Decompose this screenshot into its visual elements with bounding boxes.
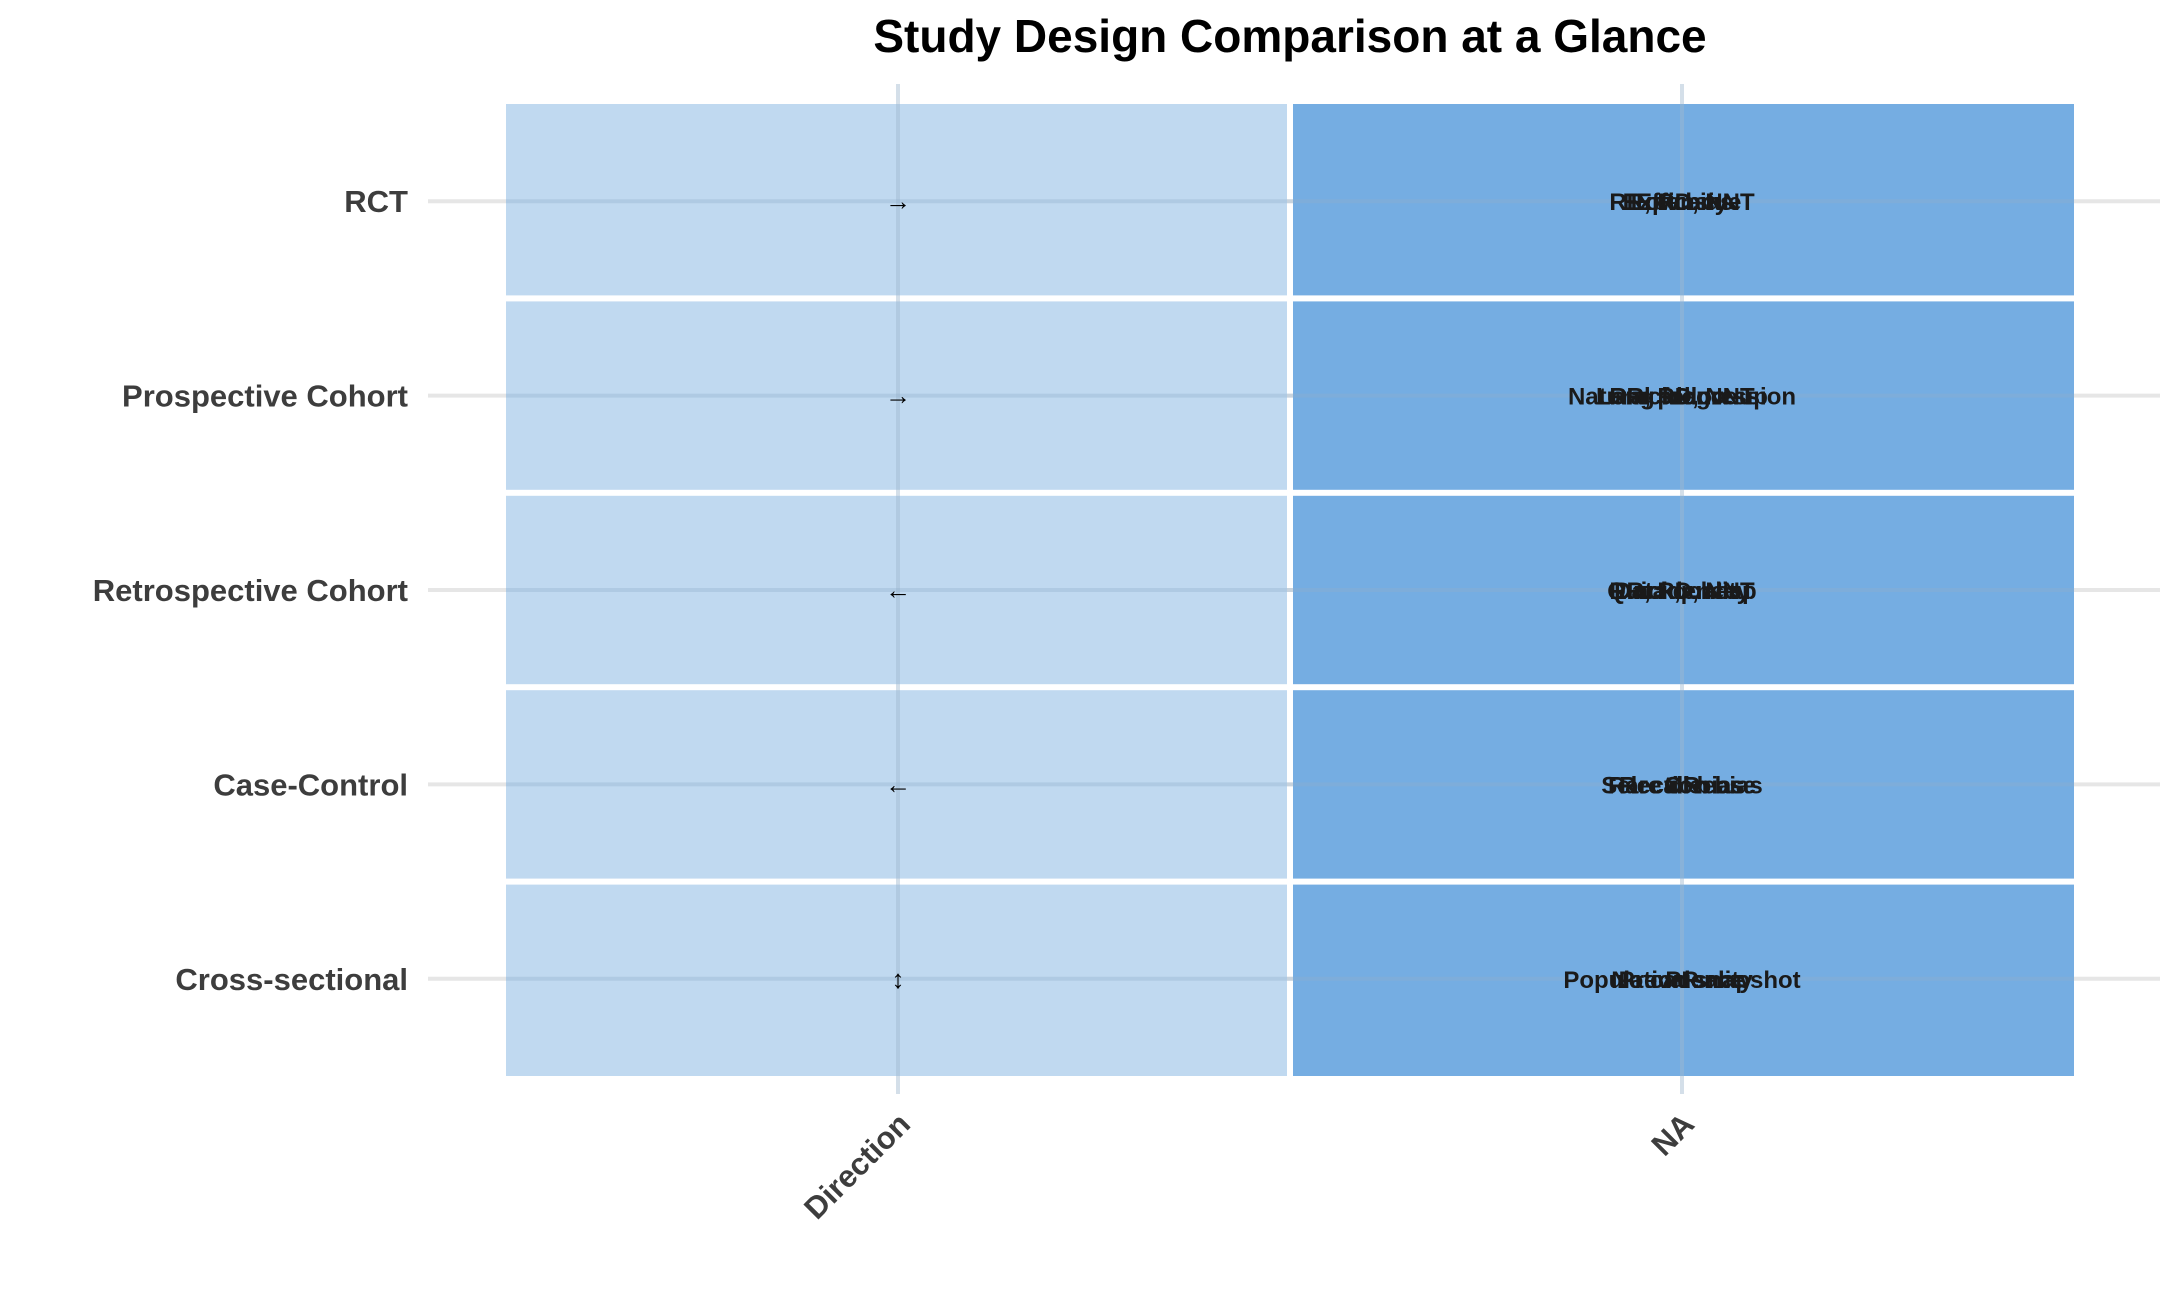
na-cell-label: No causality bbox=[1611, 967, 1753, 994]
direction-label: ↕ bbox=[892, 964, 905, 994]
na-cell-label: Selection bias bbox=[1601, 772, 1762, 799]
na-cell-label: Data quality bbox=[1614, 578, 1751, 605]
y-tick-label: Cross-sectional bbox=[175, 962, 408, 997]
na-cell-label: RR, RD, NNT bbox=[1609, 189, 1755, 216]
heatmap-cell-case-control-direction bbox=[506, 690, 1287, 879]
na-cell-label: Incidence bbox=[1627, 384, 1738, 411]
heatmap-cell-prospective-cohort-na bbox=[1293, 301, 2074, 490]
heatmap-cell-retrospective-cohort-direction bbox=[506, 495, 1287, 685]
heatmap-cell-cross-sectional-direction bbox=[506, 884, 1287, 1076]
heatmap-cell-case-control-na bbox=[1293, 690, 2074, 879]
heatmap-cell-rct-na bbox=[1293, 104, 2074, 296]
heatmap-cell-rct-direction bbox=[506, 104, 1287, 296]
na-cell-label: PR bbox=[1665, 967, 1698, 994]
na-cell-label: Natural progression bbox=[1568, 384, 1796, 411]
na-cell-label: Low bias bbox=[1631, 189, 1734, 216]
na-cell-label: Rare disease bbox=[1608, 772, 1756, 799]
na-cell-label: Long follow-up bbox=[1596, 384, 1768, 411]
na-cell-label: Efficacy bbox=[1636, 189, 1729, 216]
direction-label: ← bbox=[885, 575, 911, 605]
x-tick-label: NA bbox=[1645, 1106, 1701, 1162]
na-cell-label: Recall bias bbox=[1619, 772, 1744, 799]
na-cell-label: Quick, cheap bbox=[1607, 578, 1756, 605]
y-axis-ticks: RCT Prospective Cohort Retrospective Cohor… bbox=[93, 184, 408, 997]
direction-label: → bbox=[885, 186, 911, 216]
direction-label: → bbox=[885, 381, 911, 411]
na-cell-label: OR bbox=[1664, 772, 1700, 799]
y-tick-label: Case-Control bbox=[213, 767, 408, 802]
chart-title: Study Design Comparison at a Glance bbox=[873, 10, 1706, 62]
cells-layer bbox=[506, 104, 2074, 1076]
x-tick-label: Direction bbox=[797, 1106, 917, 1226]
direction-label: ← bbox=[885, 769, 911, 799]
na-cell-label: Expensive bbox=[1623, 189, 1742, 216]
y-tick-label: RCT bbox=[344, 184, 408, 219]
y-tick-label: Prospective Cohort bbox=[122, 379, 408, 414]
y-tick-label: Retrospective Cohort bbox=[93, 573, 408, 608]
heatmap-cell-retrospective-cohort-na bbox=[1293, 495, 2074, 685]
na-cell-label: RR, RD, NNT bbox=[1609, 578, 1755, 605]
vertical-grid-layer bbox=[506, 84, 2074, 1094]
na-cell-label: RR, RD, NNT bbox=[1609, 384, 1755, 411]
na-cell-label: Population snapshot bbox=[1563, 967, 1800, 994]
heatmap-cell-prospective-cohort-direction bbox=[506, 301, 1287, 490]
na-cell-label: Incidence bbox=[1627, 578, 1738, 605]
x-axis-ticks: Direction NA bbox=[797, 1106, 1701, 1226]
na-cell-label: Prevalence bbox=[1619, 967, 1746, 994]
heatmap-cell-cross-sectional-na bbox=[1293, 884, 2074, 1076]
